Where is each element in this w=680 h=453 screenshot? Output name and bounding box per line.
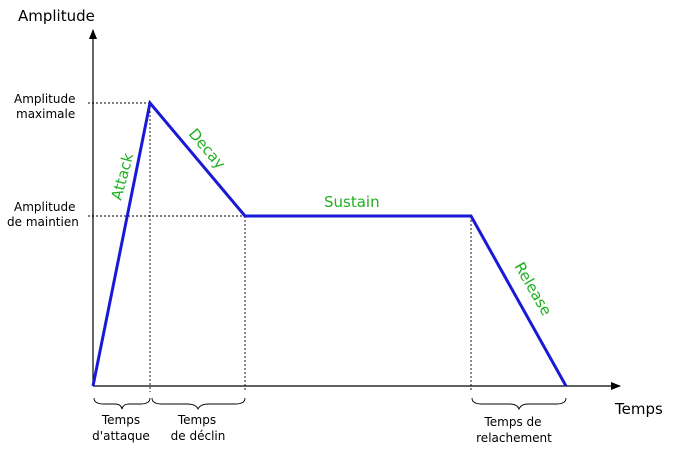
y-axis-label: Amplitude xyxy=(18,7,95,25)
sustain-amplitude-label-2: de maintien xyxy=(7,215,79,229)
release-time-label-1: Temps de xyxy=(483,415,541,429)
decay-time-label-1: Temps xyxy=(177,413,216,427)
max-amplitude-label-1: Amplitude xyxy=(14,92,76,106)
adsr-envelope-line xyxy=(91,99,568,387)
decay-time-brace xyxy=(151,397,246,411)
release-time-brace xyxy=(471,397,567,411)
sustain-phase-label: Sustain xyxy=(324,193,380,211)
decay-phase-label: Decay xyxy=(185,125,229,173)
release-time-label-2: relachement xyxy=(476,431,552,445)
x-axis-label: Temps xyxy=(614,400,663,418)
attack-time-label-2: d'attaque xyxy=(92,429,150,443)
max-amplitude-label-2: maximale xyxy=(16,107,75,121)
decay-time-label-2: de déclin xyxy=(171,429,226,443)
sustain-amplitude-label-1: Amplitude xyxy=(14,200,76,214)
release-phase-label: Release xyxy=(511,259,556,319)
attack-time-label-1: Temps xyxy=(101,413,140,427)
attack-time-brace xyxy=(93,397,151,410)
